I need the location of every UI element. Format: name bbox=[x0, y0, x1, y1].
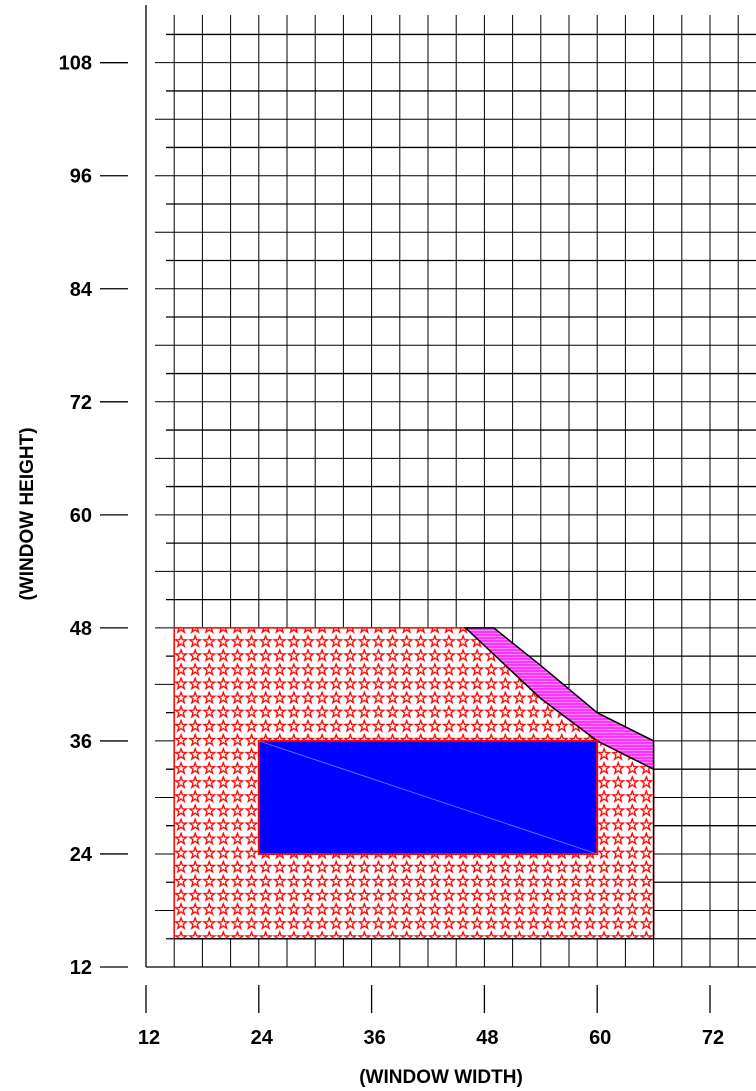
magenta-strip-region bbox=[463, 627, 655, 771]
y-axis: 12 24 36 48 60 72 84 96 108 bbox=[59, 53, 128, 979]
y-axis-title: (WINDOW HEIGHT) bbox=[17, 427, 38, 600]
y-tick-label: 36 bbox=[70, 731, 92, 753]
regions-layer bbox=[173, 627, 655, 940]
star-region-edge bbox=[174, 769, 655, 940]
y-tick-label: 48 bbox=[70, 618, 92, 640]
x-tick-label: 24 bbox=[251, 1027, 274, 1049]
x-tick-label: 48 bbox=[476, 1027, 498, 1049]
blue-rectangle-diagonal bbox=[258, 740, 598, 855]
y-tick-label: 96 bbox=[70, 166, 92, 188]
y-tick-label: 60 bbox=[70, 505, 92, 527]
y-tick-label: 72 bbox=[70, 392, 92, 414]
x-tick-label: 60 bbox=[589, 1027, 611, 1049]
x-tick-label: 36 bbox=[363, 1027, 385, 1049]
x-axis: 12 24 36 48 60 72 bbox=[138, 985, 724, 1049]
y-tick-label: 108 bbox=[59, 53, 92, 75]
x-axis-title: (WINDOW WIDTH) bbox=[359, 1067, 523, 1088]
y-tick-label: 84 bbox=[70, 279, 93, 301]
y-tick-label: 24 bbox=[70, 844, 93, 866]
x-tick-label: 12 bbox=[138, 1027, 160, 1049]
x-tick-label: 72 bbox=[702, 1027, 724, 1049]
y-tick-label: 12 bbox=[70, 957, 92, 979]
